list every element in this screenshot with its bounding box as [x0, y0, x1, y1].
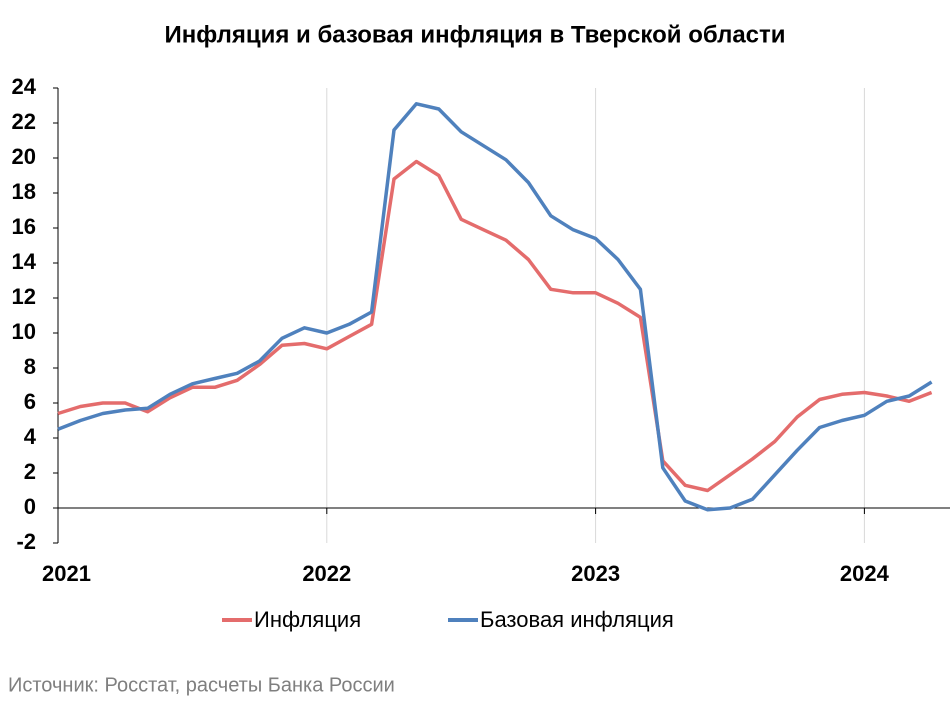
- y-tick-label: 18: [12, 179, 36, 204]
- source: Источник: Росстат, расчеты Банка России: [8, 674, 395, 696]
- x-tick-label: 2022: [302, 561, 351, 586]
- chart-title: Инфляция и базовая инфляция в Тверской о…: [164, 21, 785, 48]
- y-tick-label: 14: [12, 249, 37, 274]
- legend-label: Базовая инфляция: [480, 607, 674, 632]
- y-tick-label: 22: [12, 109, 36, 134]
- x-tick-label: 2021: [42, 561, 91, 586]
- x-tick-label: 2023: [571, 561, 620, 586]
- line-series: [57, 159, 933, 493]
- y-tick-label: 20: [12, 144, 36, 169]
- y-tick-label: -2: [16, 529, 36, 554]
- y-tick-label: 4: [24, 424, 37, 449]
- y-tick-label: 12: [12, 284, 36, 309]
- y-tick-label: 6: [24, 389, 36, 414]
- y-tick-label: 16: [12, 214, 36, 239]
- y-tick-label: 2: [24, 459, 36, 484]
- y-tick-label: 10: [12, 319, 36, 344]
- x-tick-label: 2024: [840, 561, 890, 586]
- y-tick-label: 24: [12, 74, 37, 99]
- line-series: [57, 102, 933, 512]
- y-tick-label: 0: [24, 494, 36, 519]
- legend-label: Инфляция: [254, 607, 361, 632]
- y-tick-label: 8: [24, 354, 36, 379]
